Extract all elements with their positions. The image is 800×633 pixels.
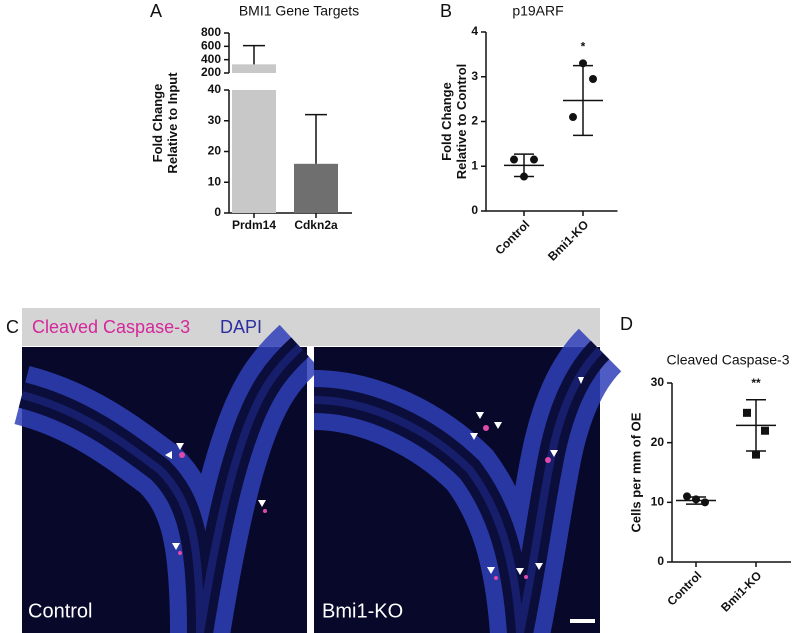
- y-tick-label: 200: [201, 65, 221, 79]
- bar: [294, 163, 338, 213]
- bar: [232, 90, 276, 213]
- condition-label: Control: [28, 600, 92, 622]
- y-tick-label: 30: [651, 375, 665, 389]
- point: [579, 59, 587, 68]
- y-tick-label: 1: [471, 158, 478, 172]
- point: [520, 172, 528, 181]
- stain-header: [22, 308, 600, 346]
- y-axis-label: Fold Change: [439, 82, 454, 161]
- significance: *: [581, 39, 586, 53]
- y-tick-label: 20: [208, 144, 222, 158]
- y-tick-label: 0: [471, 203, 478, 217]
- x-tick-label: Control: [664, 568, 704, 608]
- chart-title: BMI1 Gene Targets: [239, 3, 359, 19]
- point: [701, 498, 709, 507]
- y-tick-label: 20: [651, 435, 665, 449]
- point: [683, 492, 691, 501]
- y-tick-label: 3: [471, 69, 478, 83]
- x-tick-label: Prdm14: [232, 218, 276, 232]
- x-tick-label: Bmi1-KO: [718, 568, 764, 614]
- chart-title: p19ARF: [512, 3, 563, 19]
- scale-bar: [570, 619, 595, 623]
- panel-letter: A: [150, 1, 162, 21]
- chart-title: Cleaved Caspase-3: [667, 352, 790, 368]
- y-tick-label: 0: [214, 205, 221, 219]
- point: [743, 408, 751, 417]
- point: [510, 155, 518, 164]
- point: [569, 113, 577, 122]
- x-tick-label: Cdkn2a: [294, 218, 338, 232]
- point: [530, 155, 538, 164]
- y-axis-label: Cells per mm of OE: [628, 412, 643, 532]
- point: [752, 450, 760, 459]
- y-tick-label: 600: [201, 39, 221, 53]
- micrograph: [313, 328, 622, 633]
- y-tick-label: 30: [208, 113, 222, 127]
- panel-letter: D: [620, 314, 633, 334]
- x-tick-label: Control: [492, 217, 532, 257]
- y-tick-label: 10: [651, 495, 665, 509]
- x-tick-label: Bmi1-KO: [545, 217, 591, 263]
- micrograph: [13, 324, 321, 633]
- significance: **: [751, 376, 761, 390]
- panel-letter: C: [6, 317, 19, 337]
- y-tick-label: 10: [208, 174, 222, 188]
- y-axis-label: Fold Change: [150, 84, 165, 163]
- stain-label: DAPI: [220, 317, 262, 337]
- point: [761, 426, 769, 435]
- y-tick-label: 800: [201, 25, 221, 39]
- bar: [232, 64, 276, 73]
- y-axis-label: Relative to Control: [454, 64, 469, 180]
- y-tick-label: 40: [208, 82, 222, 96]
- y-axis-label: Relative to Input: [165, 72, 180, 174]
- stain-label: Cleaved Caspase-3: [32, 317, 190, 337]
- y-tick-label: 400: [201, 52, 221, 66]
- y-tick-label: 0: [657, 554, 664, 568]
- point: [692, 495, 700, 504]
- point: [589, 74, 597, 83]
- y-tick-label: 4: [471, 24, 478, 38]
- panel-letter: B: [440, 1, 452, 21]
- y-tick-label: 2: [471, 114, 478, 128]
- condition-label: Bmi1-KO: [322, 600, 403, 622]
